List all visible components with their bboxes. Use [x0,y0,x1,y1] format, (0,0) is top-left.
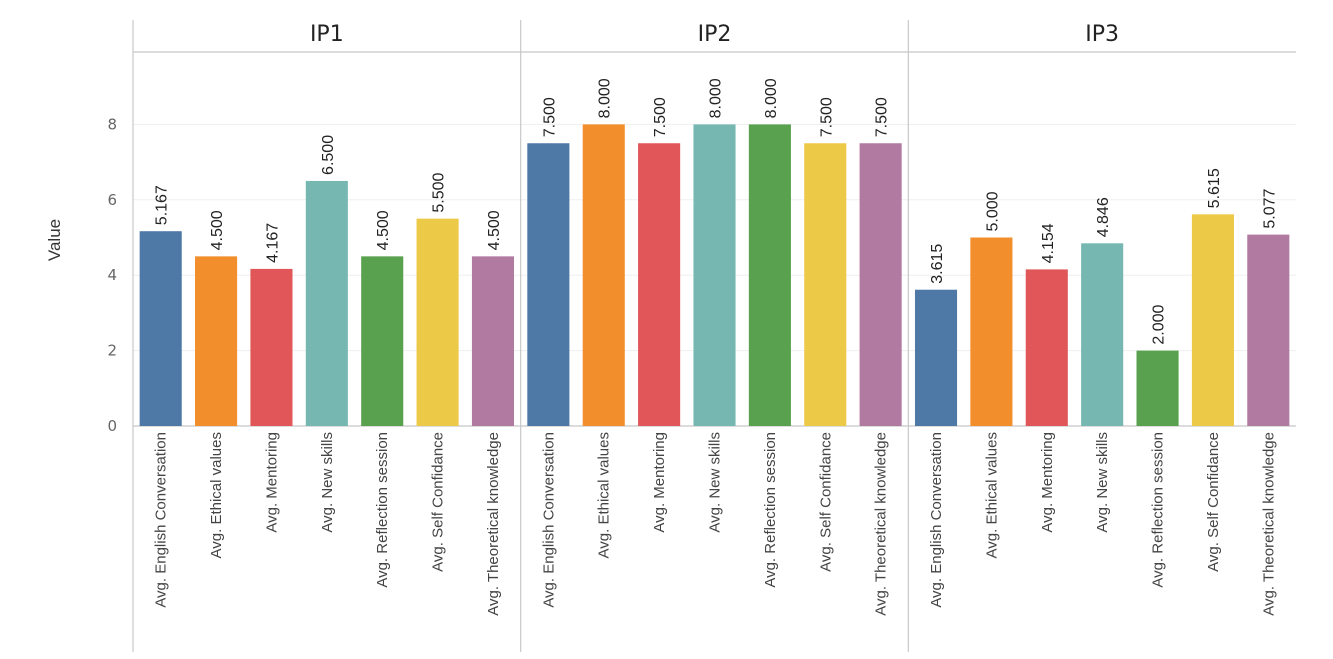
bar [582,124,625,427]
data-label: 6.500 [320,135,337,175]
bar [361,256,404,426]
data-label: 2.000 [1151,304,1168,344]
bar [195,256,238,426]
category-label: Avg. Ethical values [983,432,1000,558]
data-label: 7.500 [541,97,558,137]
y-tick-label: 2 [107,342,117,360]
bar [527,143,570,426]
bar [748,124,791,427]
y-tick-label: 6 [107,191,117,209]
data-label: 7.500 [818,97,835,137]
bar [416,218,459,426]
category-label: Avg. Self Confidance [817,432,834,572]
bar [1025,269,1068,426]
category-label: Avg. Self Confidance [1205,432,1222,572]
category-label: Avg. New skills [1094,432,1111,533]
bar [1081,243,1124,426]
y-tick-label: 0 [107,417,117,435]
data-label: 4.846 [1095,197,1112,237]
category-label: Avg. Mentoring [1039,432,1056,533]
data-label: 5.615 [1206,168,1223,208]
category-label: Avg. Reflection session [1150,432,1167,588]
bar [1191,214,1234,426]
data-label: 8.000 [763,78,780,118]
bar [139,231,182,426]
panel-title: IP3 [1085,22,1119,47]
panel-title: IP1 [310,22,344,47]
y-tick-label: 8 [107,115,117,133]
category-label: Avg. English Conversation [153,432,170,608]
category-label: Avg. Reflection session [762,432,779,588]
panel-title: IP2 [698,22,732,47]
bar [250,268,293,426]
data-label: 5.077 [1261,188,1278,228]
y-tick-label: 4 [107,266,117,284]
bar [693,124,736,427]
data-label: 7.500 [652,97,669,137]
data-label: 5.000 [984,191,1001,231]
data-label: 8.000 [597,78,614,118]
bar [914,289,958,426]
category-label: Avg. Theoretical knowledge [1260,432,1277,616]
data-label: 4.500 [209,210,226,250]
category-label: Avg. Mentoring [651,432,668,533]
category-label: Avg. Theoretical knowledge [873,432,890,616]
category-label: Avg. Reflection session [374,432,391,588]
category-label: Avg. English Conversation [540,432,557,608]
data-label: 7.500 [874,97,891,137]
bar [471,256,515,426]
bar [804,143,847,426]
data-label: 4.154 [1040,223,1057,263]
category-label: Avg. Ethical values [596,432,613,558]
category-label: Avg. Theoretical knowledge [485,432,502,616]
data-label: 5.500 [431,173,448,213]
data-label: 8.000 [708,78,725,118]
bar [1247,234,1290,426]
data-label: 5.167 [154,185,171,225]
data-label: 4.500 [375,210,392,250]
data-label: 3.615 [929,244,946,284]
category-label: Avg. Ethical values [208,432,225,558]
category-label: Avg. New skills [707,432,724,533]
bar [970,237,1013,426]
category-label: Avg. English Conversation [928,432,945,608]
category-label: Avg. Mentoring [263,432,280,533]
bar [638,143,681,426]
data-label: 4.500 [486,210,503,250]
bar [859,143,902,426]
category-label: Avg. New skills [319,432,336,533]
category-label: Avg. Self Confidance [430,432,447,572]
bar [305,180,348,426]
data-label: 4.167 [264,223,281,263]
y-axis-label: Value [45,219,64,261]
bar [1136,350,1179,426]
